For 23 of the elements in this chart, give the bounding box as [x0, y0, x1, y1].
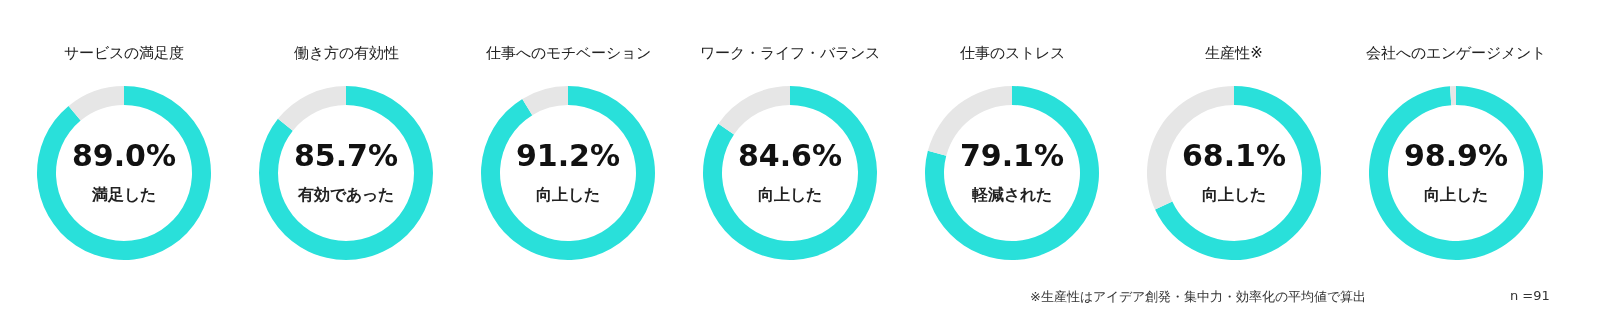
- data-label: 85.7%: [293, 137, 399, 173]
- chart-title: 仕事のストレス: [958, 43, 1065, 62]
- chart-title: 働き方の有効性: [293, 43, 399, 62]
- slice-label: 向上した: [1202, 184, 1266, 204]
- data-label: 89.0%: [71, 137, 177, 173]
- chart-title: 仕事へのモチベーション: [484, 43, 651, 62]
- slice-label: 有効であった: [297, 184, 394, 204]
- data-label: 84.6%: [737, 137, 843, 173]
- slice-label: 向上した: [1424, 184, 1488, 204]
- data-label: 79.1%: [959, 137, 1065, 173]
- data-label: 91.2%: [515, 137, 621, 173]
- slice-label: 向上した: [536, 184, 600, 204]
- chart-title: ワーク・ライフ・バランス: [700, 43, 880, 62]
- slice-label: 軽減された: [971, 184, 1052, 204]
- slice-label: 満足した: [91, 184, 156, 204]
- chart-title: 生産性※: [1205, 43, 1263, 62]
- slice-label: 向上した: [758, 184, 822, 204]
- text: ※生産性はアイデア創発・集中力・効率化の平均値で算出: [1030, 288, 1366, 306]
- data-label: 98.9%: [1403, 137, 1509, 173]
- text: n =91: [1510, 288, 1550, 303]
- data-label: 68.1%: [1181, 137, 1287, 173]
- chart-title: 会社へのエンゲージメント: [1366, 43, 1546, 62]
- chart-title: サービスの満足度: [64, 43, 184, 62]
